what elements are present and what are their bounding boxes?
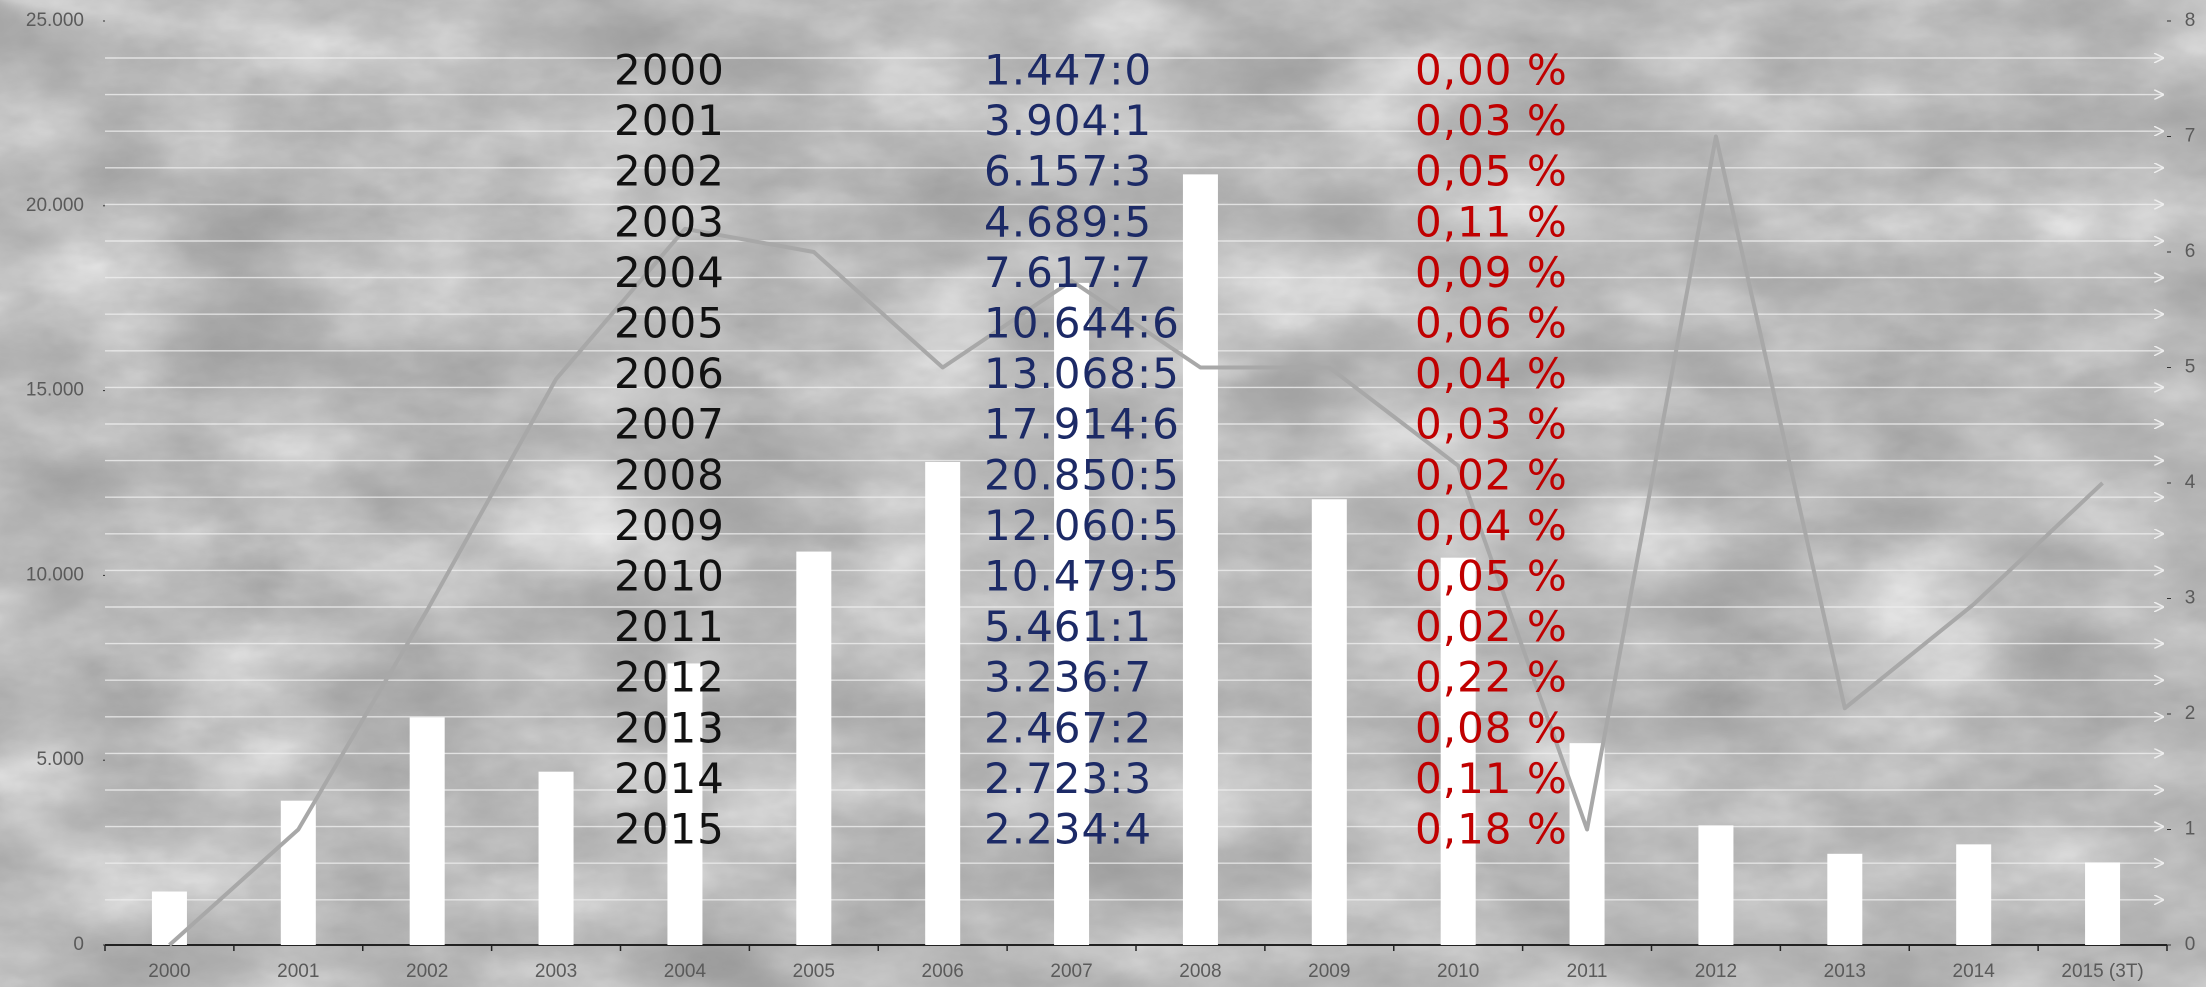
table-year: 2004	[614, 248, 725, 297]
table-year: 2014	[614, 754, 725, 803]
table-percentage: 0,05 %	[1415, 552, 1568, 601]
table-percentage: 0,02 %	[1415, 450, 1568, 499]
bar	[796, 552, 831, 945]
table-value: 2.467:2	[984, 703, 1152, 752]
table-percentage: 0,04 %	[1415, 501, 1568, 550]
table-year: 2009	[614, 501, 725, 550]
bar	[1698, 825, 1733, 945]
x-tick-label: 2004	[664, 961, 707, 982]
table-year: 2007	[614, 400, 725, 449]
x-tick-label: 2002	[406, 961, 448, 982]
y2-tick-label: 1	[2185, 819, 2196, 840]
y-tick-label: 25.000	[26, 10, 84, 31]
bar	[281, 801, 316, 945]
chart: 0 5.000 10.000 15.000 20.000 25.000 0 1 2 3 4 5 6 7 8 2…	[0, 0, 2206, 987]
table-year: 2010	[614, 552, 725, 601]
bar	[1956, 844, 1991, 945]
table-percentage: 0,08 %	[1415, 703, 1568, 752]
table-value: 3.236:7	[984, 653, 1152, 702]
table-value: 10.479:5	[984, 552, 1180, 601]
bar	[1827, 854, 1862, 945]
table-percentage: 0,05 %	[1415, 147, 1568, 196]
table-value: 12.060:5	[984, 501, 1180, 550]
x-tick-label: 2013	[1824, 961, 1866, 982]
y2-tick-label: 7	[2185, 126, 2196, 147]
y2-tick-label: 0	[2185, 934, 2196, 955]
bar	[925, 462, 960, 945]
x-tick-label: 2015 (3T)	[2061, 961, 2143, 982]
y-tick-label: 0	[73, 934, 84, 955]
bar	[152, 892, 187, 945]
table-year: 2012	[614, 653, 725, 702]
table-year: 2006	[614, 349, 725, 398]
table-year: 2002	[614, 147, 725, 196]
table-value: 4.689:5	[984, 197, 1152, 246]
table-year: 2005	[614, 299, 725, 348]
table-value: 2.723:3	[984, 754, 1152, 803]
table-percentage: 0,11 %	[1415, 197, 1568, 246]
table-percentage: 0,09 %	[1415, 248, 1568, 297]
table-year: 2000	[614, 46, 725, 95]
x-tick-label: 2014	[1953, 961, 1996, 982]
table-value: 6.157:3	[984, 147, 1152, 196]
table-percentage: 0,02 %	[1415, 602, 1568, 651]
y2-tick-label: 5	[2185, 357, 2196, 378]
table-percentage: 0,04 %	[1415, 349, 1568, 398]
x-tick-label: 2007	[1050, 961, 1092, 982]
y-tick-label: 15.000	[26, 380, 84, 401]
x-tick-label: 2003	[535, 961, 577, 982]
x-tick-label: 2010	[1437, 961, 1479, 982]
x-tick-label: 2009	[1308, 961, 1350, 982]
bar	[2085, 862, 2120, 945]
y2-tick-label: 3	[2185, 588, 2196, 609]
table-percentage: 0,22 %	[1415, 653, 1568, 702]
table-value: 5.461:1	[984, 602, 1152, 651]
bar	[1183, 174, 1218, 945]
table-year: 2015	[614, 805, 725, 854]
x-tick-label: 2008	[1179, 961, 1221, 982]
table-value: 1.447:0	[984, 46, 1152, 95]
table-value: 20.850:5	[984, 450, 1180, 499]
y-tick-label: 20.000	[26, 195, 84, 216]
x-tick-label: 2005	[793, 961, 835, 982]
y2-tick-label: 8	[2185, 10, 2196, 31]
bar	[539, 772, 574, 945]
table-year: 2008	[614, 450, 725, 499]
y2-tick-label: 6	[2185, 241, 2196, 262]
bar	[1312, 499, 1347, 945]
x-tick-label: 2000	[148, 961, 190, 982]
table-percentage: 0,03 %	[1415, 96, 1568, 145]
table-value: 2.234:4	[984, 805, 1152, 854]
x-tick-label: 2012	[1695, 961, 1737, 982]
x-tick-label: 2001	[277, 961, 319, 982]
y2-tick-label: 4	[2185, 472, 2196, 493]
y2-tick-label: 2	[2185, 703, 2196, 724]
y-tick-label: 5.000	[36, 749, 84, 770]
table-percentage: 0,06 %	[1415, 299, 1568, 348]
table-value: 3.904:1	[984, 96, 1152, 145]
table-value: 13.068:5	[984, 349, 1180, 398]
page: {"chart_data": {"type": "bar-line", "cat…	[0, 0, 2206, 987]
table-value: 7.617:7	[984, 248, 1152, 297]
table-percentage: 0,03 %	[1415, 400, 1568, 449]
y-tick-label: 10.000	[26, 564, 84, 585]
table-year: 2001	[614, 96, 725, 145]
table-percentage: 0,18 %	[1415, 805, 1568, 854]
table-value: 10.644:6	[984, 299, 1180, 348]
x-tick-label: 2011	[1567, 961, 1608, 982]
table-percentage: 0,11 %	[1415, 754, 1568, 803]
table-year: 2003	[614, 197, 725, 246]
bar	[410, 717, 445, 945]
x-tick-label: 2006	[922, 961, 964, 982]
table-percentage: 0,00 %	[1415, 46, 1568, 95]
table-value: 17.914:6	[984, 400, 1180, 449]
table-year: 2013	[614, 703, 725, 752]
table-year: 2011	[614, 602, 725, 651]
